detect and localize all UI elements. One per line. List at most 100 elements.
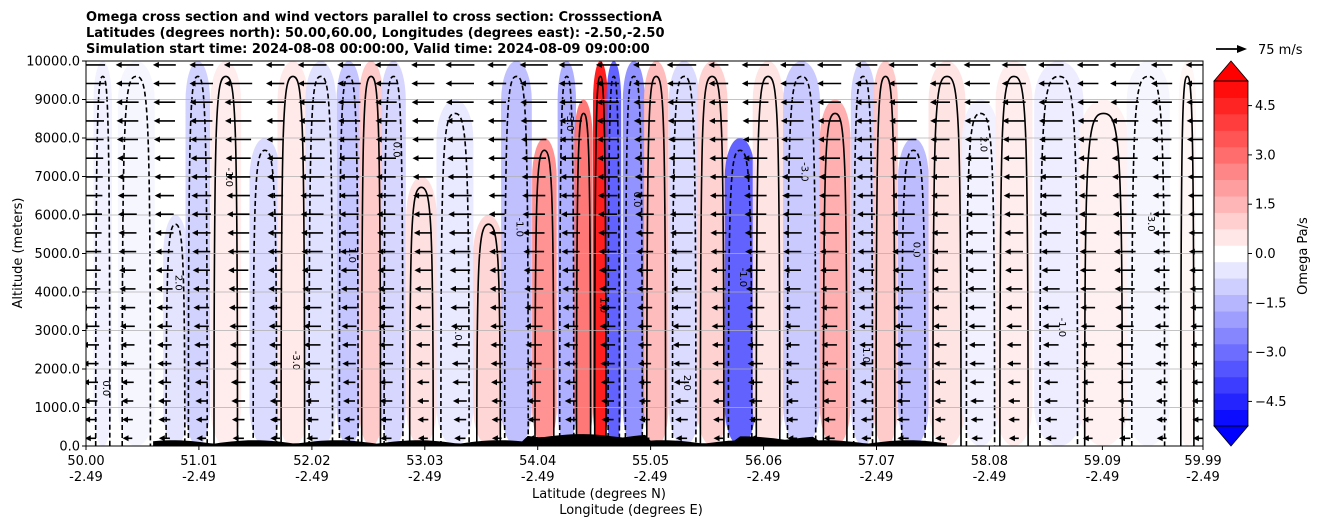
wind-vector (1154, 304, 1169, 311)
wind-vector (413, 229, 432, 236)
wind-vector (119, 304, 136, 311)
wind-vector (1189, 267, 1203, 274)
omega-band (1078, 99, 1129, 446)
negative-contour-line (727, 149, 753, 446)
wind-vector (963, 61, 991, 68)
wind-vector (1041, 285, 1060, 292)
wind-vector (1112, 211, 1137, 218)
wind-vector (563, 360, 578, 367)
wind-vector (155, 267, 173, 274)
wind-vector (634, 136, 655, 143)
negative-contour-line (965, 112, 996, 446)
wind-vector (375, 99, 397, 106)
colorbar-segment (1214, 97, 1248, 115)
contour-label: -3.0 (290, 351, 301, 371)
wind-vector (270, 416, 281, 423)
wind-vector (747, 341, 764, 348)
negative-contour-line (383, 75, 404, 446)
wind-vector (229, 323, 248, 330)
wind-vector (890, 192, 916, 199)
wind-vector (450, 285, 470, 292)
wind-vector (489, 304, 504, 311)
wind-vector (562, 285, 579, 292)
wind-vector (819, 211, 840, 218)
colorbar-label: Omega Pa/s (1296, 217, 1311, 295)
wind-vector (86, 101, 105, 103)
wind-vector (559, 99, 583, 106)
wind-vector (970, 416, 984, 423)
wind-vector (377, 285, 395, 292)
wind-vector (635, 229, 654, 236)
wind-vector (970, 398, 984, 404)
wind-vector (1042, 341, 1059, 348)
wind-vector (670, 229, 693, 236)
wind-vector (1004, 248, 1023, 255)
wind-vector (1110, 99, 1139, 106)
wind-vector (1152, 211, 1171, 218)
wind-vector (343, 416, 355, 423)
wind-vector (86, 416, 97, 423)
negative-contour-line (165, 223, 186, 446)
wind-vector (86, 213, 102, 215)
wind-vector (377, 267, 395, 274)
wind-vector (888, 99, 918, 106)
wind-vector (487, 117, 506, 124)
wind-vector (1007, 379, 1021, 386)
wind-vector (1151, 136, 1172, 143)
wind-vector (558, 61, 583, 68)
wind-vector (522, 192, 546, 199)
wind-vector (712, 379, 725, 386)
wind-vector (337, 99, 361, 106)
wind-vector (196, 435, 207, 442)
wind-vector (564, 398, 577, 404)
y-axis-ticks: 0.0 1000.0 2000.0 3000.0 4000.0 5000.0 6000.0 7… (26, 55, 86, 455)
wind-vector (673, 360, 690, 367)
wind-vector (1115, 304, 1135, 311)
wind-vector (822, 398, 836, 404)
wind-vector (890, 173, 916, 180)
x-tick-label-latitude: 59.99 (1184, 454, 1221, 469)
wind-vector (153, 99, 176, 106)
wind-vector (1005, 304, 1022, 311)
wind-vector (966, 248, 987, 255)
negative-contour-line (1039, 75, 1079, 446)
wind-vector (1187, 192, 1203, 199)
wind-vector (1043, 379, 1058, 386)
wind-vector (634, 155, 655, 162)
colorbar-segment (1214, 409, 1248, 427)
wind-vector (893, 285, 913, 292)
wind-vector (1110, 80, 1140, 87)
colorbar-tick-label: −3.0 (1255, 346, 1287, 361)
wind-vector (821, 323, 838, 330)
wind-vector (265, 61, 285, 68)
wind-vector (491, 379, 503, 386)
wind-vector (1043, 360, 1059, 367)
wind-vector (671, 285, 692, 292)
wind-vector (412, 136, 434, 143)
wind-vector (601, 416, 614, 423)
wind-vector (1186, 136, 1203, 143)
wind-vector (342, 379, 356, 386)
wind-vector (783, 267, 801, 274)
wind-vector (447, 173, 473, 180)
x-tick-label-longitude: -2.49 (1186, 470, 1220, 485)
wind-vector (932, 304, 948, 311)
y-tick-label: 1000.0 (35, 401, 81, 416)
wind-vector (890, 155, 916, 162)
wind-vector (713, 435, 724, 442)
wind-vector (895, 360, 912, 367)
wind-vector (228, 304, 248, 311)
wind-vector (86, 250, 102, 253)
wind-vector (1079, 267, 1096, 274)
wind-vector (817, 99, 841, 106)
wind-vector (340, 267, 358, 274)
wind-vector (190, 155, 212, 162)
wind-vector (1152, 192, 1171, 199)
wind-vector (339, 211, 359, 218)
wind-vector (302, 285, 322, 292)
x-tick-label-longitude: -2.49 (860, 470, 894, 485)
wind-vector (1155, 360, 1168, 367)
wind-vector (710, 211, 727, 218)
colorbar-segment (1214, 376, 1248, 394)
wind-vector (225, 117, 252, 124)
